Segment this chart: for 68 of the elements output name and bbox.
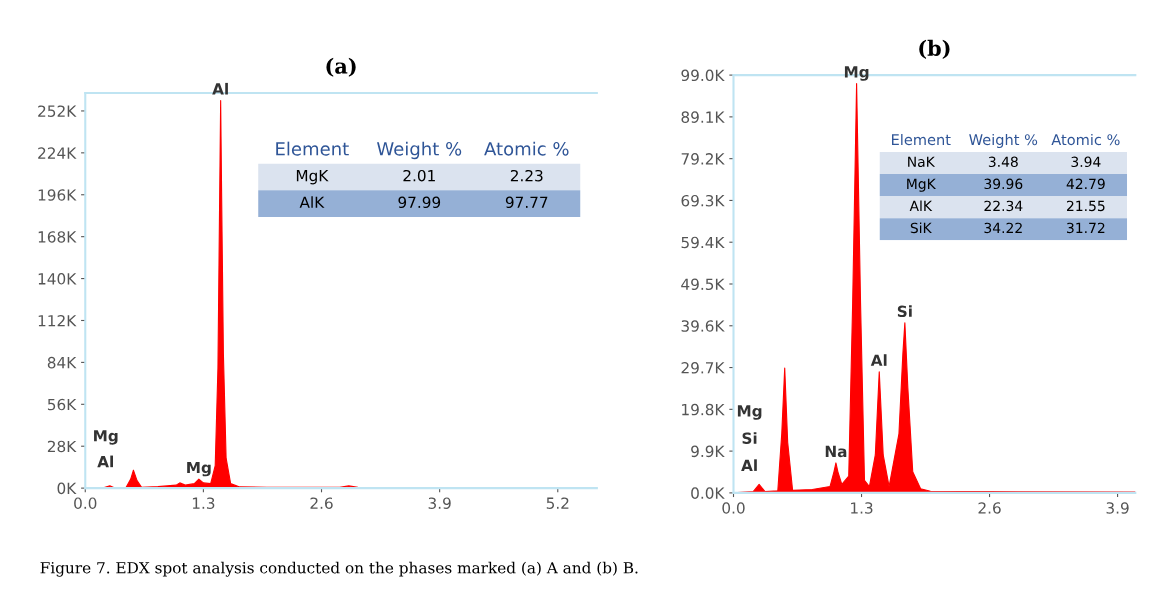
- annotation: SiK: [910, 222, 932, 234]
- y-tick-label: 252K: [38, 105, 77, 117]
- annotation: 2.01: [403, 169, 435, 182]
- annotation: Al: [97, 455, 113, 468]
- y-tick-label: 59.4K: [681, 236, 725, 249]
- y-tick-label: 140K: [38, 273, 77, 285]
- x-tick-label: 5.2: [546, 497, 569, 509]
- annotation: Mg: [94, 430, 118, 445]
- category-label: Atomic %: [1051, 133, 1120, 146]
- annotation: Na: [825, 445, 847, 458]
- category-label: Atomic %: [484, 141, 569, 156]
- y-tick-label: 99.0K: [681, 69, 725, 82]
- annotation: Mg: [187, 461, 211, 477]
- annotation: Mg: [737, 405, 762, 420]
- chart-title: (b): [919, 39, 950, 59]
- y-tick-label: 39.6K: [681, 320, 725, 332]
- annotation: 42.79: [1066, 178, 1105, 190]
- annotation: 21.55: [1066, 200, 1105, 212]
- annotation: 97.99: [398, 196, 441, 209]
- y-tick-label: 0.0K: [691, 487, 725, 499]
- annotation: 3.48: [988, 156, 1018, 168]
- y-tick-label: 224K: [38, 147, 77, 159]
- y-tick-label: 29.7K: [681, 362, 725, 374]
- annotation: AlK: [299, 196, 325, 208]
- annotation: MgK: [296, 170, 329, 185]
- annotation: MgK: [907, 178, 937, 192]
- y-tick-label: 79.2K: [681, 153, 725, 165]
- annotation: 22.34: [984, 200, 1023, 212]
- annotation: 3.94: [1071, 156, 1101, 168]
- annotation: Si: [897, 305, 912, 318]
- category-label: Weight %: [377, 141, 462, 160]
- annotation: 2.23: [510, 169, 543, 182]
- caption: Figure 7. EDX spot analysis conducted on the phases marked (a) A and (b) B.: [40, 561, 638, 577]
- category-label: Weight %: [969, 133, 1038, 149]
- annotation: Al: [212, 82, 228, 95]
- annotation: NaK: [908, 156, 936, 168]
- y-tick-label: 56K: [47, 398, 77, 411]
- x-tick-label: 2.6: [310, 497, 333, 509]
- annotation: Si: [742, 432, 757, 444]
- y-tick-label: 196K: [38, 189, 77, 201]
- category-label: Element: [892, 133, 951, 146]
- y-tick-label: 168K: [38, 231, 77, 243]
- annotation: 97.77: [505, 196, 548, 209]
- x-tick-label: 1.3: [192, 497, 215, 509]
- x-tick-label: 0.0: [74, 497, 97, 509]
- y-tick-label: 69.3K: [681, 194, 725, 207]
- annotation: Al: [741, 459, 757, 471]
- y-tick-label: 19.8K: [682, 403, 725, 416]
- annotation: 34.22: [984, 222, 1022, 234]
- annotation: 39.96: [984, 178, 1023, 190]
- annotation: 31.72: [1067, 222, 1105, 234]
- x-tick-label: 3.9: [1106, 502, 1129, 514]
- y-tick-label: 89.1K: [681, 111, 725, 123]
- annotation: Mg: [844, 66, 869, 81]
- y-tick-label: 49.5K: [681, 278, 725, 291]
- x-tick-label: 3.9: [428, 497, 451, 509]
- annotation: AlK: [909, 200, 933, 211]
- category-label: Element: [276, 141, 349, 156]
- y-tick-label: 0K: [57, 482, 77, 495]
- chart-title: (a): [326, 57, 356, 77]
- y-tick-label: 112K: [38, 314, 77, 327]
- annotation: Al: [870, 354, 887, 366]
- x-tick-label: 0.0: [722, 502, 745, 514]
- y-tick-label: 28K: [47, 440, 77, 453]
- x-tick-label: 2.6: [978, 502, 1001, 514]
- x-tick-label: 1.3: [851, 502, 873, 514]
- y-tick-label: 9.9K: [691, 445, 725, 458]
- y-tick-label: 84K: [47, 356, 77, 369]
